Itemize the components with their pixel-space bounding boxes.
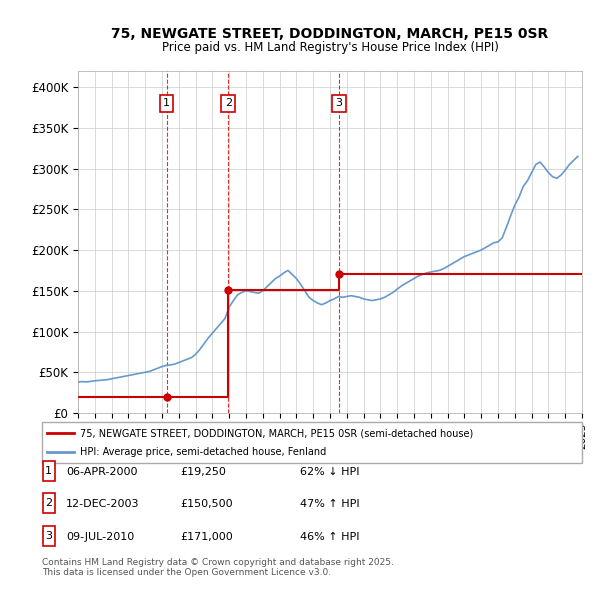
Text: 46% ↑ HPI: 46% ↑ HPI: [300, 532, 359, 542]
FancyBboxPatch shape: [43, 493, 55, 513]
Text: 06-APR-2000: 06-APR-2000: [66, 467, 137, 477]
Text: 2: 2: [225, 99, 232, 109]
Text: £150,500: £150,500: [180, 500, 233, 509]
Text: 12-DEC-2003: 12-DEC-2003: [66, 500, 139, 509]
Text: 2: 2: [45, 499, 52, 508]
Text: 1: 1: [45, 466, 52, 476]
FancyBboxPatch shape: [43, 526, 55, 546]
Text: 1: 1: [163, 99, 170, 109]
Text: £19,250: £19,250: [180, 467, 226, 477]
FancyBboxPatch shape: [43, 461, 55, 481]
Text: 47% ↑ HPI: 47% ↑ HPI: [300, 500, 359, 509]
Text: 09-JUL-2010: 09-JUL-2010: [66, 532, 134, 542]
Text: 75, NEWGATE STREET, DODDINGTON, MARCH, PE15 0SR: 75, NEWGATE STREET, DODDINGTON, MARCH, P…: [112, 27, 548, 41]
Text: Price paid vs. HM Land Registry's House Price Index (HPI): Price paid vs. HM Land Registry's House …: [161, 41, 499, 54]
Text: £171,000: £171,000: [180, 532, 233, 542]
Text: 62% ↓ HPI: 62% ↓ HPI: [300, 467, 359, 477]
Text: Contains HM Land Registry data © Crown copyright and database right 2025.
This d: Contains HM Land Registry data © Crown c…: [42, 558, 394, 577]
Text: HPI: Average price, semi-detached house, Fenland: HPI: Average price, semi-detached house,…: [80, 447, 326, 457]
Text: 75, NEWGATE STREET, DODDINGTON, MARCH, PE15 0SR (semi-detached house): 75, NEWGATE STREET, DODDINGTON, MARCH, P…: [80, 428, 473, 438]
Text: 3: 3: [45, 531, 52, 540]
Text: 3: 3: [335, 99, 342, 109]
FancyBboxPatch shape: [42, 422, 582, 463]
